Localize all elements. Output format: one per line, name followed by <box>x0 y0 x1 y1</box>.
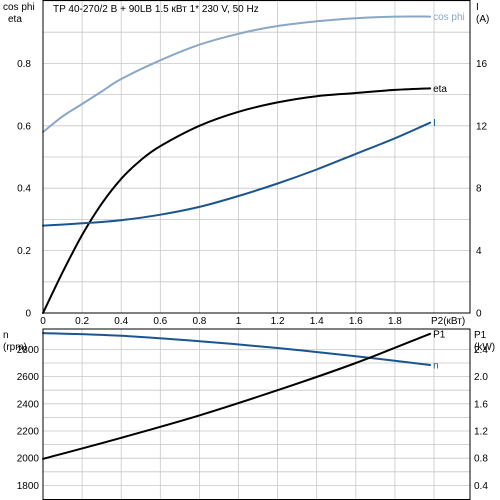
top-left-tick-label: 0.2 <box>17 246 31 257</box>
series-line-i <box>42 121 432 227</box>
right-axis-label-current-unit: (A) <box>476 14 489 25</box>
x-tick-label: 0.4 <box>114 316 128 327</box>
right-axis-label-current: I <box>476 2 479 13</box>
bottom-chart-frame <box>42 328 471 500</box>
series-line-p1 <box>42 332 432 460</box>
top-chart-frame <box>42 0 471 314</box>
bottom-right-tick-label: 1.6 <box>474 399 488 410</box>
top-right-tick-label: 0 <box>476 309 482 320</box>
x-tick-label: 0.6 <box>153 316 167 327</box>
series-line-eta <box>42 87 432 314</box>
series-line-cos-phi <box>42 15 432 133</box>
chart-title: TP 40-270/2 B + 90LB 1.5 кВт 1* 230 V, 5… <box>53 4 259 15</box>
right-axis-label-power-unit: (kW) <box>474 342 495 353</box>
x-tick-label: 0 <box>40 316 46 327</box>
left-axis-label-speed: n <box>3 330 9 341</box>
x-tick-label: 1.4 <box>310 316 324 327</box>
bottom-left-tick-label: 1800 <box>17 481 40 492</box>
left-axis-label-speed-unit: (rpm) <box>3 342 27 353</box>
top-right-tick-label: 16 <box>476 59 488 70</box>
axis-labels: 0 0.2 0.4 0.6 0.8 1 1.2 1.4 1.6 1.8 P2(кВт) 0 0.2 0.4… <box>3 2 495 492</box>
x-tick-label: 0.2 <box>75 316 89 327</box>
bottom-left-tick-label: 2000 <box>17 454 40 465</box>
bottom-left-tick-label: 2200 <box>17 427 40 438</box>
bottom-left-tick-label: 2400 <box>17 399 40 410</box>
bottom-chart-grid <box>43 329 470 499</box>
left-axis-label-cosphi: cos phi <box>3 2 35 13</box>
series-label-eta: eta <box>433 84 447 95</box>
top-right-tick-label: 12 <box>476 121 488 132</box>
x-tick-label: 0.8 <box>192 316 206 327</box>
bottom-left-tick-label: 2600 <box>17 372 40 383</box>
top-right-tick-label: 8 <box>476 184 482 195</box>
bottom-right-tick-label: 2.4 <box>474 345 488 356</box>
top-left-tick-label: 0 <box>25 309 31 320</box>
bottom-right-tick-label: 0.8 <box>474 454 488 465</box>
bottom-right-tick-label: 1.2 <box>474 427 488 438</box>
series-line-n <box>42 332 432 366</box>
top-left-tick-label: 0.4 <box>17 184 31 195</box>
bottom-right-tick-label: 0.4 <box>474 481 488 492</box>
x-tick-label: 1.2 <box>271 316 285 327</box>
series-label-cos-phi: cos phi <box>433 12 465 23</box>
left-axis-label-eta: eta <box>8 14 22 25</box>
top-left-tick-label: 0.8 <box>17 59 31 70</box>
top-left-tick-label: 0.6 <box>17 121 31 132</box>
bottom-right-tick-label: 2.0 <box>474 372 488 383</box>
series-label-i: I <box>433 118 436 129</box>
series-label-p1: P1 <box>433 329 446 340</box>
top-right-tick-label: 4 <box>476 246 482 257</box>
x-tick-label: 1.6 <box>349 316 363 327</box>
x-axis-label: P2(кВт) <box>431 316 465 327</box>
bottom-chart-curves: n P1 <box>42 329 446 460</box>
x-tick-label: 1.8 <box>388 316 402 327</box>
top-chart-curves: cos phi eta I <box>42 12 465 314</box>
bottom-left-tick-label: 2800 <box>17 345 40 356</box>
x-tick-label: 1 <box>236 316 242 327</box>
top-chart-grid <box>43 0 470 313</box>
series-label-n: n <box>433 361 439 372</box>
right-axis-label-power: P1 <box>474 330 487 341</box>
